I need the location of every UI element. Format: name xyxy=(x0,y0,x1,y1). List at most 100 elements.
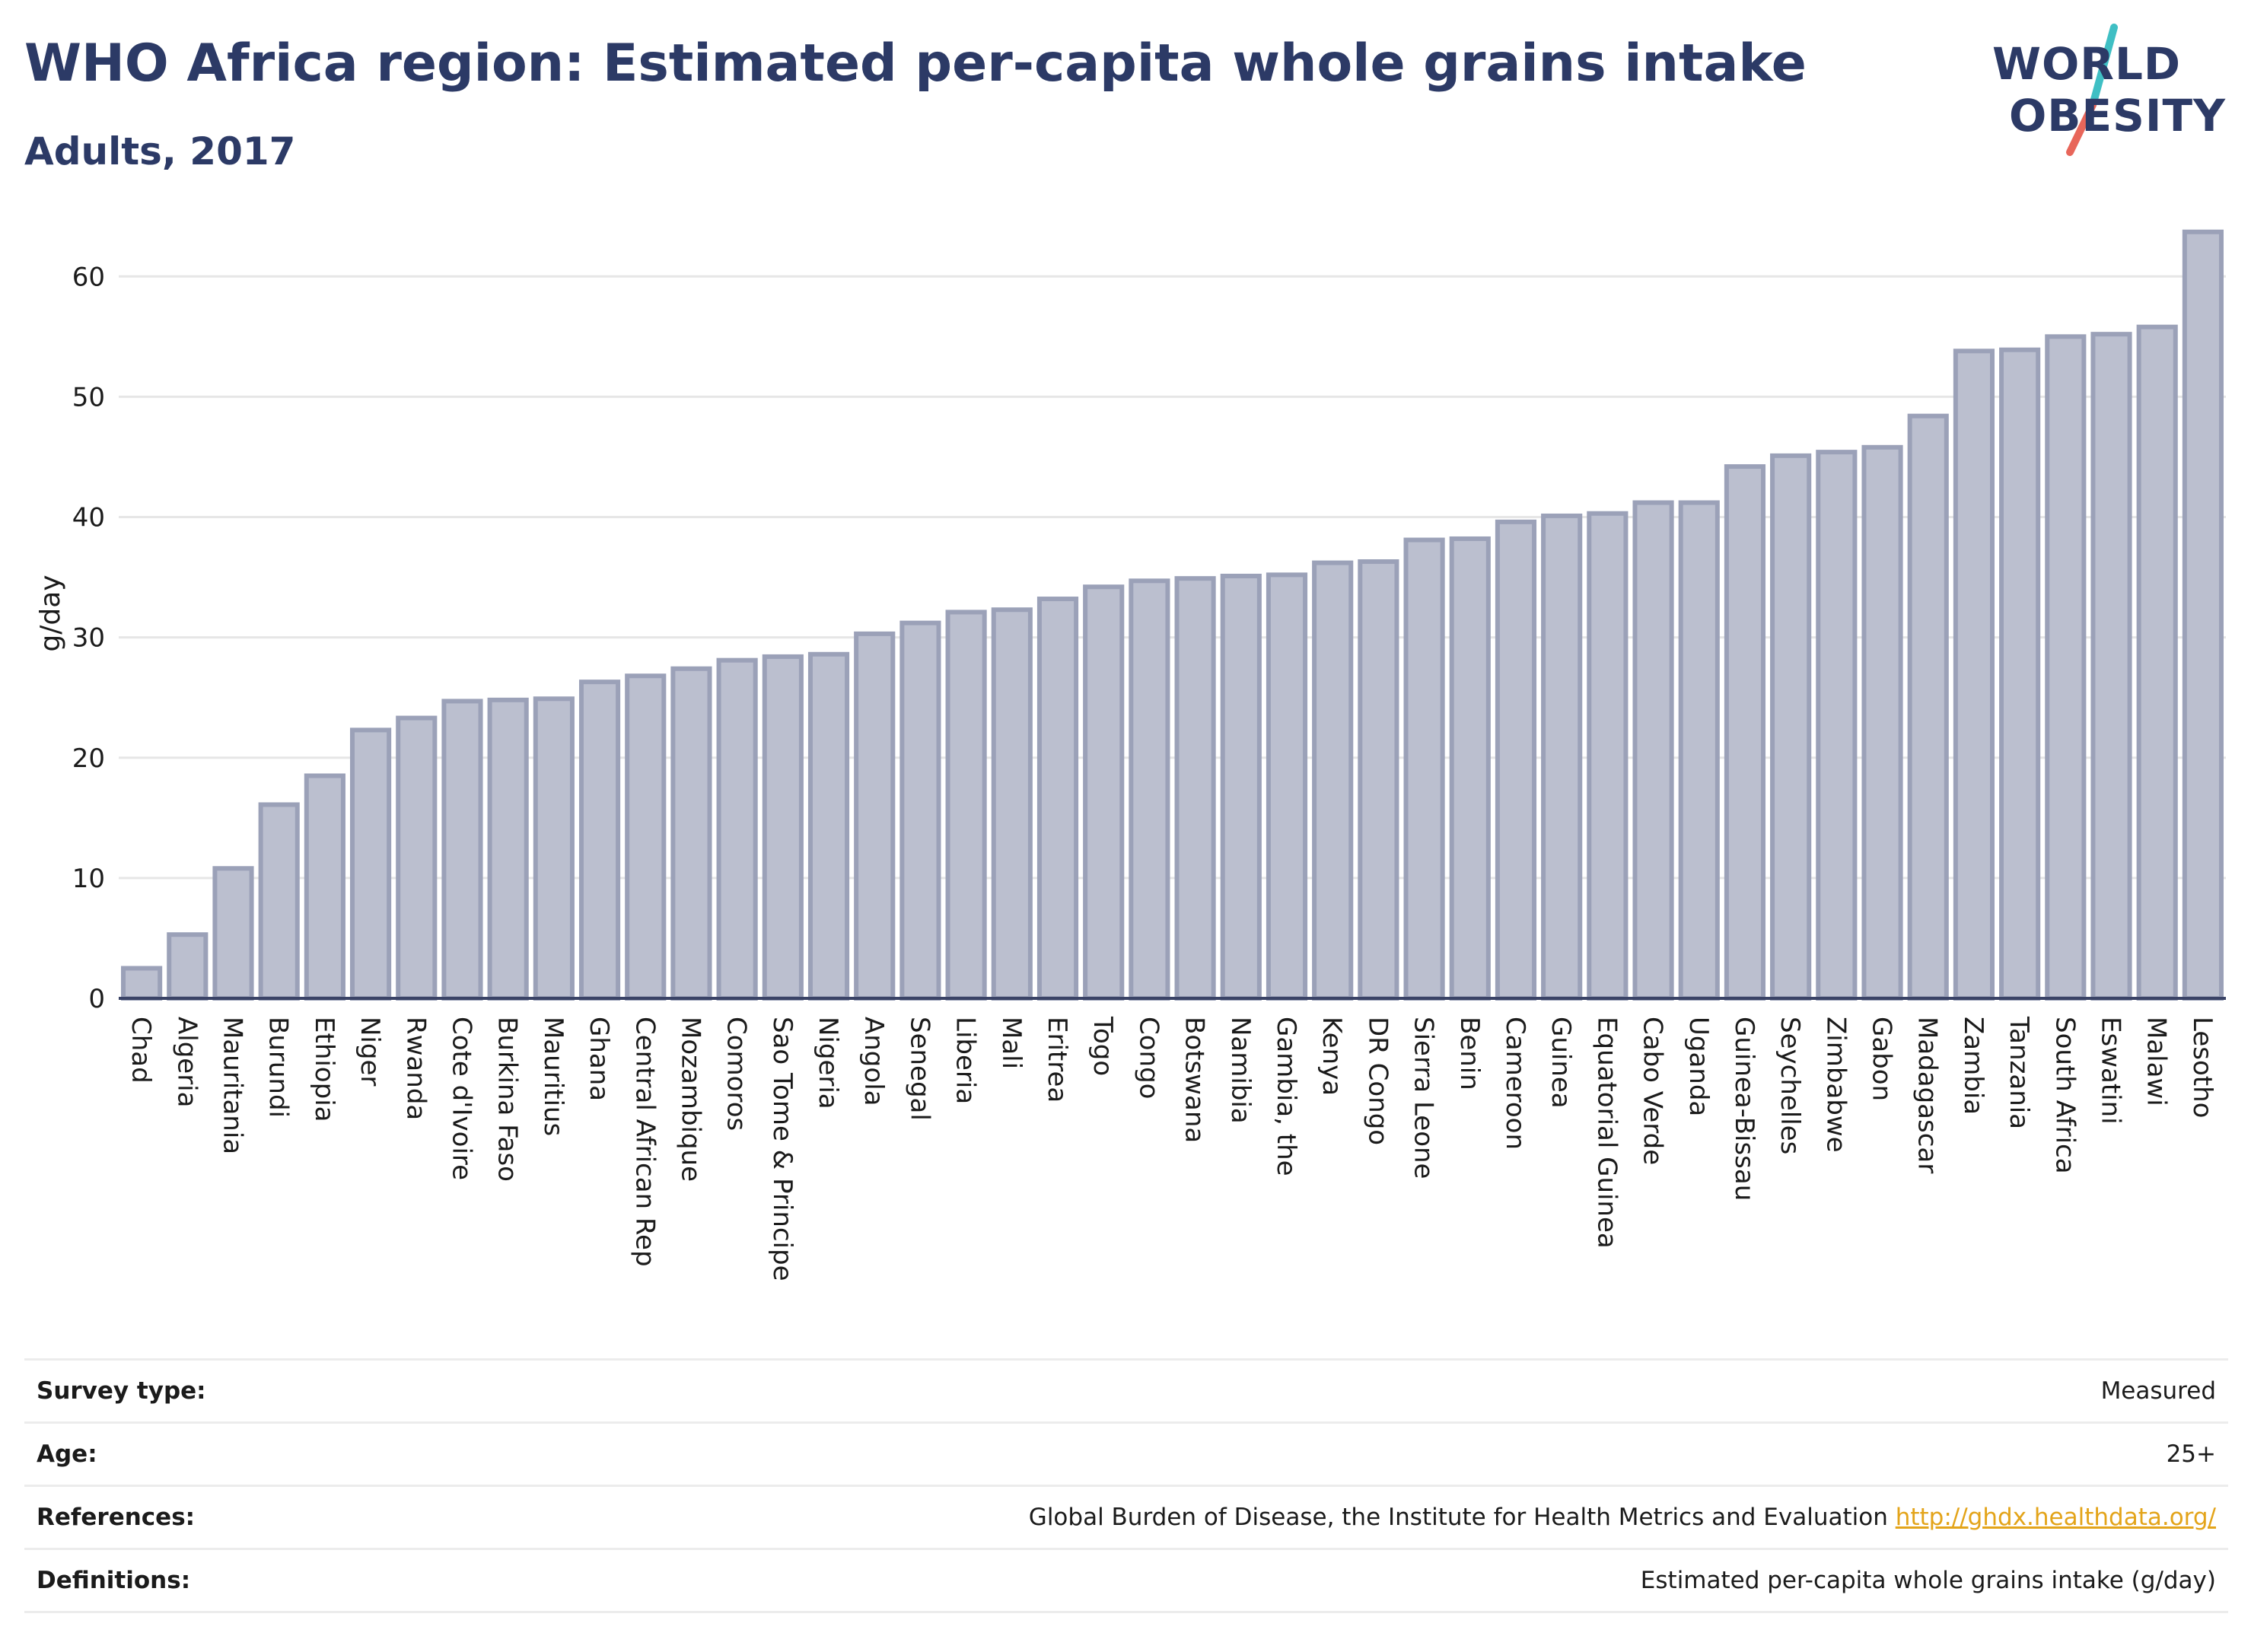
bar[interactable] xyxy=(1449,536,1491,1001)
bar[interactable] xyxy=(807,651,850,1001)
category-label: Burundi xyxy=(263,1017,294,1118)
bar[interactable] xyxy=(2136,324,2178,1001)
category-label: Niger xyxy=(355,1017,385,1086)
category-label: Malawi xyxy=(2141,1017,2172,1106)
category-label: DR Congo xyxy=(1362,1017,1393,1145)
category-label: Eritrea xyxy=(1042,1017,1072,1103)
bar[interactable] xyxy=(304,773,345,1001)
world-obesity-logo[interactable]: WORLD OBESITY xyxy=(1979,21,2237,166)
category-labels: Chad Algeria Mauritania Burundi Ethiopia Nige… xyxy=(126,1016,2218,1281)
chart-subtitle: Adults, 2017 xyxy=(24,129,296,173)
category-label: Rwanda xyxy=(400,1017,431,1120)
bar[interactable] xyxy=(212,866,254,1001)
bars xyxy=(121,229,2224,1001)
bar[interactable] xyxy=(1129,578,1170,1001)
bar[interactable] xyxy=(533,696,575,1001)
bar[interactable] xyxy=(258,802,300,1001)
bar[interactable] xyxy=(899,620,941,1001)
category-label: Chad xyxy=(126,1017,156,1084)
bar[interactable] xyxy=(716,657,758,1001)
bar[interactable] xyxy=(487,697,529,1001)
y-tick-labels: 0 10 20 30 40 50 60 xyxy=(72,262,105,1014)
bar[interactable] xyxy=(441,699,483,1001)
meta-value: 25+ xyxy=(2166,1440,2216,1468)
category-label: Benin xyxy=(1454,1017,1485,1090)
bar[interactable] xyxy=(121,966,163,1001)
category-label: Guinea xyxy=(1546,1017,1576,1109)
meta-value: Global Burden of Disease, the Institute … xyxy=(1029,1504,2216,1531)
bar[interactable] xyxy=(2045,334,2087,1001)
meta-row-references: References: Global Burden of Disease, th… xyxy=(24,1487,2228,1550)
bar[interactable] xyxy=(1220,573,1262,1001)
bar[interactable] xyxy=(578,680,621,1001)
category-label: Botswana xyxy=(1180,1017,1210,1143)
category-label: Equatorial Guinea xyxy=(1591,1017,1622,1249)
bar[interactable] xyxy=(1587,511,1629,1001)
category-label: South Africa xyxy=(2049,1017,2080,1174)
bar[interactable] xyxy=(1083,584,1125,1001)
bar[interactable] xyxy=(854,631,896,1001)
category-label: Central African Rep xyxy=(629,1017,660,1267)
category-label: Tanzania xyxy=(2004,1016,2034,1129)
meta-row-survey-type: Survey type: Measured xyxy=(24,1361,2228,1424)
bar[interactable] xyxy=(1312,560,1354,1001)
meta-label: Survey type: xyxy=(37,1377,206,1405)
meta-label: References: xyxy=(37,1504,196,1531)
category-label: Togo xyxy=(1087,1016,1118,1076)
bar[interactable] xyxy=(396,715,438,1001)
logo-text-world: WORLD xyxy=(1992,38,2182,90)
bar[interactable] xyxy=(1816,450,1858,1001)
meta-value: Estimated per-capita whole grains intake… xyxy=(1640,1567,2216,1594)
bar[interactable] xyxy=(1266,572,1308,1001)
bar[interactable] xyxy=(1495,519,1537,1001)
category-label: Burkina Faso xyxy=(492,1017,523,1182)
bar[interactable] xyxy=(1632,500,1674,1001)
bar[interactable] xyxy=(349,727,392,1001)
category-label: Senegal xyxy=(904,1017,934,1121)
category-label: Eswatini xyxy=(2096,1017,2126,1125)
bar[interactable] xyxy=(1403,537,1445,1001)
category-label: Liberia xyxy=(950,1017,981,1104)
bar[interactable] xyxy=(1174,576,1216,1001)
category-label: Seychelles xyxy=(1775,1017,1805,1154)
bar[interactable] xyxy=(1358,559,1399,1001)
bar[interactable] xyxy=(945,610,987,1001)
category-label: Kenya xyxy=(1317,1017,1347,1096)
bar[interactable] xyxy=(1770,453,1812,1001)
category-label: Ghana xyxy=(584,1017,614,1101)
bar[interactable] xyxy=(670,666,712,1001)
category-label: Lesotho xyxy=(2187,1017,2218,1118)
category-label: Algeria xyxy=(171,1017,202,1107)
meta-value: Measured xyxy=(2100,1377,2216,1405)
category-label: Zambia xyxy=(1958,1017,1988,1115)
category-label: Guinea-Bissau xyxy=(1729,1017,1759,1201)
category-label: Congo xyxy=(1133,1017,1164,1099)
bar[interactable] xyxy=(1953,349,1995,1001)
category-label: Angola xyxy=(858,1017,889,1106)
bar[interactable] xyxy=(1036,597,1079,1001)
category-label: Cabo Verde xyxy=(1638,1017,1668,1165)
bar[interactable] xyxy=(1907,413,1949,1001)
chart-title: WHO Africa region: Estimated per-capita … xyxy=(24,33,1807,94)
meta-label: Definitions: xyxy=(37,1567,191,1594)
bar[interactable] xyxy=(2090,332,2132,1001)
bar-chart: 0 10 20 30 40 50 60 Chad Algeria Mauritania Burun… xyxy=(35,229,2226,1281)
category-label: Comoros xyxy=(721,1017,752,1131)
y-tick-label: 50 xyxy=(72,382,105,412)
category-label: Gambia, the xyxy=(1271,1017,1301,1176)
bar[interactable] xyxy=(625,673,667,1001)
bar[interactable] xyxy=(1724,464,1766,1001)
reference-link[interactable]: http://ghdx.healthdata.org/ xyxy=(1895,1504,2216,1531)
y-tick-label: 40 xyxy=(72,503,105,533)
bar[interactable] xyxy=(1541,513,1583,1001)
bar[interactable] xyxy=(1678,500,1720,1001)
bar[interactable] xyxy=(167,932,209,1001)
bar[interactable] xyxy=(1999,347,2041,1001)
bar[interactable] xyxy=(1861,444,1903,1001)
bar[interactable] xyxy=(762,654,804,1001)
bar[interactable] xyxy=(2182,229,2224,1001)
logo-slash-icon xyxy=(2066,24,2118,156)
category-label: Namibia xyxy=(1225,1017,1256,1124)
bar[interactable] xyxy=(991,607,1033,1001)
category-label: Madagascar xyxy=(1912,1017,1943,1173)
